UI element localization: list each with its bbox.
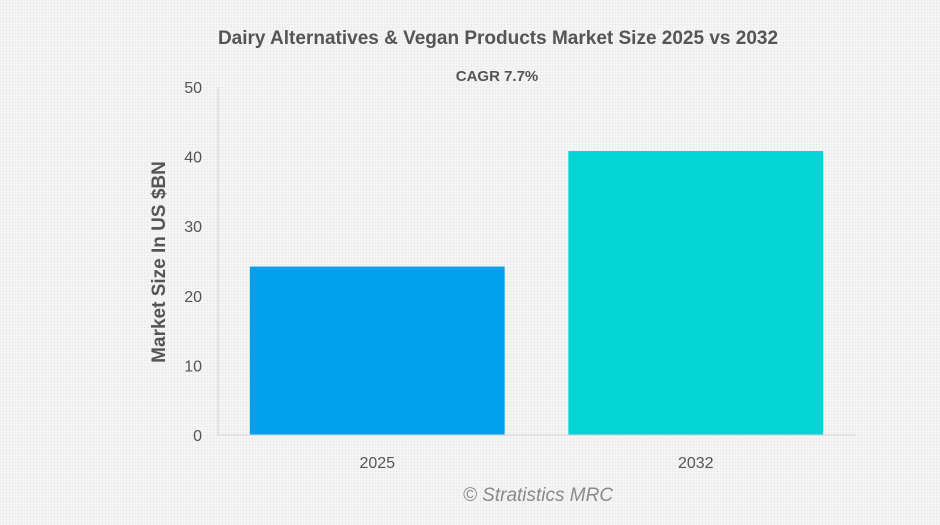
y-tick-label: 10 (184, 358, 202, 375)
watermark: © Stratistics MRC (463, 485, 613, 506)
x-tick-label: 2032 (678, 455, 714, 472)
x-axis-ticks: 2025 2032 (359, 455, 713, 472)
y-tick-label: 50 (184, 80, 202, 97)
x-tick-label: 2025 (359, 455, 395, 472)
bars-group (249, 151, 824, 436)
y-tick-label: 30 (184, 219, 202, 236)
y-axis-label: Market Size In US $BN (149, 161, 170, 363)
cagr-annotation: CAGR 7.7% (456, 68, 539, 85)
y-tick-label: 0 (193, 428, 202, 445)
bar-2025 (249, 266, 505, 435)
chart-title: Dairy Alternatives & Vegan Products Mark… (218, 28, 778, 49)
y-tick-label: 40 (184, 150, 202, 167)
y-axis-ticks: 0 10 20 30 40 50 (184, 80, 202, 445)
y-tick-label: 20 (184, 289, 202, 306)
bar-2032 (568, 151, 824, 436)
